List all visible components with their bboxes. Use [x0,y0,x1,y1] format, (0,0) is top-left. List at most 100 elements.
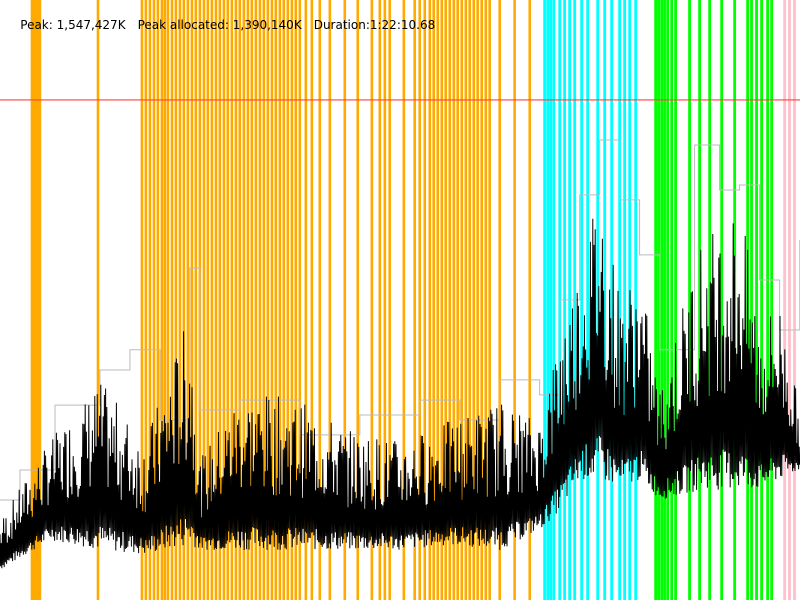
orange-event-bar [328,0,332,600]
green-event-bar [674,0,678,600]
green-event-bar [770,0,774,600]
orange-event-bar [174,0,178,600]
heap-size-line [0,139,800,501]
orange-event-bar [432,0,435,600]
orange-event-bar [428,0,432,600]
orange-event-bar [222,0,226,600]
cyan-event-bar [543,0,547,600]
orange-event-bar [343,0,347,600]
orange-event-bar [250,0,254,600]
cyan-event-bar [596,0,600,600]
orange-event-bar [202,0,206,600]
orange-event-bar [464,0,468,600]
cyan-event-bar [634,0,638,600]
orange-event-bar [163,0,167,600]
pink-event-bar [788,0,791,600]
green-event-bar [708,0,712,600]
cyan-event-bar [552,0,556,600]
orange-event-bar [456,0,460,600]
peak-label: Peak: 1,547,427K [20,18,126,32]
cyan-event-bar [610,0,614,600]
orange-event-bar [370,0,374,600]
used-memory-line [0,218,800,569]
stats-header: Peak: 1,547,427K Peak allocated: 1,390,14… [5,4,447,46]
pink-event-bar [783,0,787,600]
orange-event-bar [418,0,422,600]
orange-event-bar [140,0,144,600]
orange-event-bar [182,0,186,600]
pink-event-bar [793,0,796,600]
orange-event-bar [472,0,476,600]
orange-event-bar [186,0,190,600]
green-event-bar [657,0,660,600]
orange-event-bar [488,0,491,600]
orange-event-bar [513,0,516,600]
orange-event-bar [194,0,198,600]
orange-event-bar [270,0,274,600]
orange-event-bar [218,0,222,600]
green-event-bar [755,0,758,600]
orange-event-bar [388,0,392,600]
green-event-bar [766,0,770,600]
green-event-bar [666,0,670,600]
orange-event-bar [214,0,218,600]
green-event-bar [688,0,691,600]
orange-event-bar [298,0,302,600]
orange-event-bar [383,0,387,600]
green-event-bar [698,0,702,600]
orange-event-bar [402,0,406,600]
orange-event-bar [206,0,210,600]
orange-event-bar [476,0,479,600]
orange-event-bar [234,0,238,600]
cyan-event-bar [586,0,590,600]
orange-event-bar [278,0,282,600]
orange-event-bar [266,0,270,600]
orange-event-bar [480,0,484,600]
orange-event-bar [484,0,488,600]
orange-event-bar [34,0,38,600]
orange-event-bar [30,0,34,600]
orange-event-bar [310,0,314,600]
orange-event-bar [226,0,230,600]
cyan-event-bar [623,0,627,600]
orange-event-bar [468,0,472,600]
orange-event-bar [96,0,100,600]
orange-event-bar [448,0,452,600]
cyan-event-bar [580,0,584,600]
green-event-bar [750,0,753,600]
orange-event-bar [170,0,174,600]
orange-event-bar [230,0,234,600]
orange-event-bar [436,0,440,600]
orange-event-bar [190,0,194,600]
orange-event-bar [152,0,156,600]
orange-event-bar [210,0,214,600]
orange-event-bar [440,0,444,600]
orange-event-bar [290,0,294,600]
orange-event-bar [38,0,42,600]
duration-label: Duration:1:22:10.68 [313,18,436,32]
orange-event-bar [460,0,464,600]
orange-event-bar [356,0,360,600]
green-event-bar [660,0,664,600]
cyan-event-bar [549,0,553,600]
orange-event-bar [318,0,322,600]
orange-event-bar [144,0,148,600]
green-event-bar [720,0,724,600]
orange-event-bar [378,0,382,600]
orange-event-bar [242,0,246,600]
orange-event-bar [444,0,447,600]
orange-event-bar [36,0,40,600]
orange-event-bar [413,0,417,600]
orange-event-bar [304,0,308,600]
cyan-event-bar [546,0,550,600]
green-event-bar [760,0,763,600]
orange-event-bar [148,0,152,600]
peak-allocated-label: Peak allocated: 1,390,140K [137,18,302,32]
orange-event-bar [452,0,456,600]
green-event-bar [663,0,666,600]
orange-event-bar [262,0,266,600]
orange-event-bar [178,0,182,600]
orange-event-bar [246,0,250,600]
orange-event-bar [258,0,262,600]
